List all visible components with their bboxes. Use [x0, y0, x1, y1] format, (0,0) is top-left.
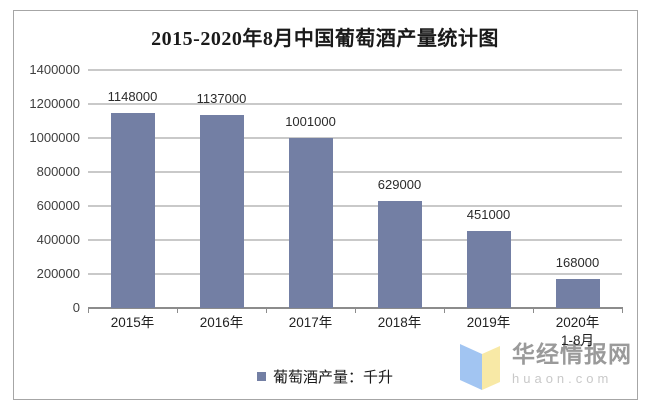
x-axis-tick: [88, 308, 89, 313]
bar-value-label: 168000: [555, 255, 600, 271]
bar: [377, 201, 422, 308]
bar-value-label: 629000: [377, 177, 422, 193]
huaon-logo-icon: [460, 344, 500, 390]
gridline: [88, 273, 622, 275]
watermark-domain: huaon.com: [512, 371, 613, 386]
chart-border: [13, 10, 638, 400]
gridline: [88, 239, 622, 241]
watermark-name: 华经情报网: [512, 342, 632, 367]
x-axis-tick: [444, 308, 445, 313]
x-axis-category-label: 2017年: [288, 315, 333, 330]
x-axis-category-label: 2018年: [377, 315, 422, 330]
bar: [466, 231, 511, 308]
legend-marker-icon: [256, 372, 266, 381]
x-axis-category-sublabel: 1-8月: [560, 333, 594, 348]
gridline: [88, 171, 622, 173]
bar: [555, 279, 600, 308]
bar: [110, 112, 155, 308]
y-axis-tick-label: 400000: [36, 232, 80, 247]
y-axis-tick-label: 600000: [36, 198, 80, 213]
gridline: [88, 137, 622, 139]
legend: 葡萄酒产量：千升: [0, 366, 650, 387]
x-axis-tick: [177, 308, 178, 313]
gridline: [88, 103, 622, 105]
x-axis-category-label: 2020年: [555, 315, 600, 330]
x-axis-category-label: 2015年: [110, 315, 155, 330]
chart-title: 2015-2020年8月中国葡萄酒产量统计图: [151, 28, 499, 50]
bar: [288, 137, 333, 308]
x-axis-tick: [533, 308, 534, 313]
x-axis-tick: [355, 308, 356, 313]
watermark: 华经情报网 huaon.com: [458, 342, 632, 390]
gridline: [88, 69, 622, 71]
bar-value-label: 451000: [466, 207, 511, 223]
gridline: [88, 205, 622, 207]
x-axis-tick: [622, 308, 623, 313]
x-axis-tick: [266, 308, 267, 313]
y-axis-tick-label: 800000: [36, 164, 80, 179]
y-axis-tick-label: 200000: [36, 266, 80, 281]
y-axis-tick-label: 1400000: [29, 62, 80, 77]
watermark-text: 华经情报网 huaon.com: [512, 342, 632, 386]
y-axis-tick-label: 0: [72, 300, 80, 315]
bar-value-label: 1148000: [107, 88, 158, 104]
bar: [199, 114, 244, 308]
y-axis-tick-label: 1200000: [29, 96, 80, 111]
x-axis-category-label: 2016年: [199, 315, 244, 330]
bar-value-label: 1001000: [285, 113, 336, 129]
legend-label: 葡萄酒产量：千升: [272, 370, 393, 386]
x-axis-category-label: 2019年: [466, 315, 511, 330]
bar-value-label: 1137000: [196, 90, 247, 106]
y-axis-tick-label: 1000000: [29, 130, 80, 145]
